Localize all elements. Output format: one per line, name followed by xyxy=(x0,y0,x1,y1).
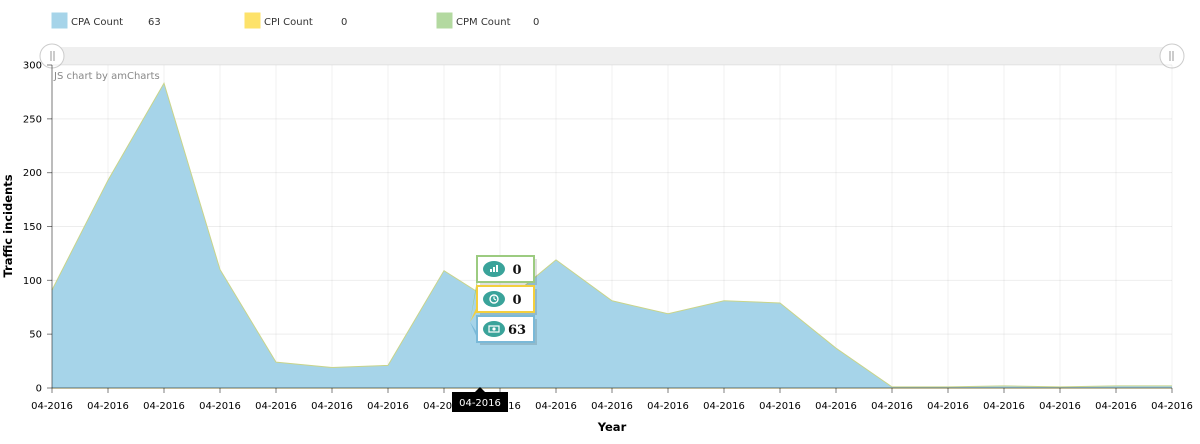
x-tick-label: 04-2016 xyxy=(535,401,577,412)
x-tick-label: 04-2016 xyxy=(815,401,857,412)
x-tick-label: 04-2016 xyxy=(255,401,297,412)
y-tick-label: 300 xyxy=(23,61,42,72)
legend-value: 0 xyxy=(341,17,347,28)
y-tick-label: 100 xyxy=(23,276,42,287)
legend-swatch xyxy=(51,12,68,29)
money-icon xyxy=(483,321,505,337)
y-tick-label: 0 xyxy=(36,384,42,395)
x-tick-label: 04-2016 xyxy=(367,401,409,412)
balloon-value: 0 xyxy=(512,293,521,308)
y-tick-label: 150 xyxy=(23,222,42,233)
y-tick-label: 250 xyxy=(23,114,42,125)
y-tick-label: 50 xyxy=(29,330,42,341)
legend-swatch xyxy=(436,12,453,29)
x-tick-label: 04-2016 xyxy=(983,401,1025,412)
balloon: 63 xyxy=(470,315,537,345)
balloon: 0 xyxy=(470,285,537,322)
legend-label: CPM Count xyxy=(456,17,511,28)
legend: CPA Count 63 CPI Count 0 CPM Count 0 xyxy=(51,12,539,29)
x-tick-label: 04-2016 xyxy=(143,401,185,412)
x-tick-label: 04-2016 xyxy=(1151,401,1193,412)
clock-icon xyxy=(483,291,505,307)
x-tick-label: 04-2016 xyxy=(31,401,73,412)
x-tick-label: 04-2016 xyxy=(647,401,689,412)
x-tick-label: 04-2016 xyxy=(871,401,913,412)
cursor-category-label: 04-2016 xyxy=(452,387,508,412)
x-tick-label: 04-2016 xyxy=(1039,401,1081,412)
legend-value: 0 xyxy=(533,17,539,28)
x-tick-label: 04-2016 xyxy=(87,401,129,412)
y-axis-ticks: 0 50 100 150 200 250 300 xyxy=(23,61,52,395)
y-tick-label: 200 xyxy=(23,168,42,179)
balloon-value: 63 xyxy=(508,323,526,338)
area-cpa-count xyxy=(52,83,1172,388)
x-tick-label: 04-2016 xyxy=(703,401,745,412)
growth-chart-icon xyxy=(483,261,505,277)
x-tick-label: 04-2016 xyxy=(591,401,633,412)
y-axis-title: Traffic incidents xyxy=(1,174,15,277)
x-tick-label: 04-2016 xyxy=(759,401,801,412)
legend-label: CPA Count xyxy=(71,17,123,28)
x-tick-label: 04-2016 xyxy=(1095,401,1137,412)
x-axis-ticks: 04-2016 04-2016 04-2016 04-2016 04-2016 04-20… xyxy=(31,388,1193,412)
x-tick-label: 04-2016 xyxy=(199,401,241,412)
balloon-value: 0 xyxy=(512,263,521,278)
cursor-label-text: 04-2016 xyxy=(459,398,501,409)
scrollbar-right-grip[interactable] xyxy=(1159,43,1185,69)
scrollbar-track[interactable] xyxy=(52,47,1172,65)
legend-item[interactable]: CPI Count 0 xyxy=(244,12,347,29)
scrollbar-left-grip[interactable] xyxy=(39,43,65,69)
legend-item[interactable]: CPM Count 0 xyxy=(436,12,539,29)
amcharts-credit[interactable]: JS chart by amCharts xyxy=(53,71,160,82)
x-tick-label: 04-2016 xyxy=(311,401,353,412)
legend-item[interactable]: CPA Count 63 xyxy=(51,12,161,29)
legend-value: 63 xyxy=(148,17,161,28)
balloon: 0 xyxy=(470,255,537,322)
x-axis-title: Year xyxy=(597,420,627,434)
legend-label: CPI Count xyxy=(264,17,313,28)
x-tick-label: 04-2016 xyxy=(927,401,969,412)
scrollbar[interactable] xyxy=(39,43,1185,69)
legend-swatch xyxy=(244,12,261,29)
hover-balloons: 0 0 63 xyxy=(470,255,537,345)
x-tick-label: 04-2016 xyxy=(423,401,465,412)
